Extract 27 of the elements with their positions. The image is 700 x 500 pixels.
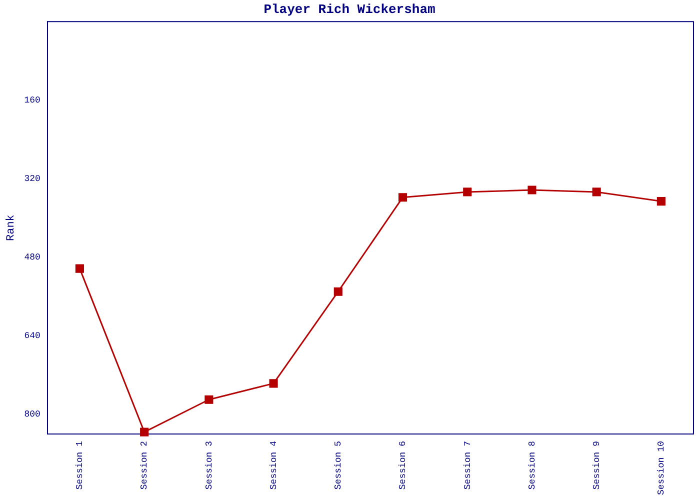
y-tick-label: 320 bbox=[24, 174, 40, 184]
point bbox=[528, 186, 536, 194]
x-tick-label: Session 1 bbox=[75, 440, 86, 490]
x-tick-label: Session 9 bbox=[592, 440, 602, 490]
x-tick-label: Session 8 bbox=[527, 440, 538, 490]
x-tick-label: Session 6 bbox=[398, 440, 408, 490]
point bbox=[334, 287, 342, 296]
x-tick-label: Session 2 bbox=[140, 440, 150, 490]
point bbox=[75, 264, 84, 273]
point bbox=[398, 193, 408, 202]
y-tick-label: 640 bbox=[24, 331, 40, 342]
point bbox=[204, 395, 214, 404]
chart-title: Player Rich Wickersham bbox=[264, 2, 436, 18]
x-tick-label: Session 3 bbox=[204, 440, 214, 490]
x-tick-label: Session 10 bbox=[656, 440, 667, 496]
x-tick-label: Session 4 bbox=[268, 440, 279, 490]
point bbox=[269, 379, 278, 388]
point bbox=[656, 197, 666, 206]
x-tick-label: Session 5 bbox=[334, 440, 344, 490]
point bbox=[592, 188, 601, 196]
point bbox=[463, 188, 472, 196]
point bbox=[140, 428, 149, 436]
y-axis-title: Rank bbox=[6, 214, 18, 241]
x-tick-label: Session 7 bbox=[462, 440, 473, 490]
y-tick-label: 160 bbox=[24, 96, 40, 106]
y-tick-label: 800 bbox=[24, 410, 40, 420]
y-tick-label: 480 bbox=[24, 252, 40, 263]
